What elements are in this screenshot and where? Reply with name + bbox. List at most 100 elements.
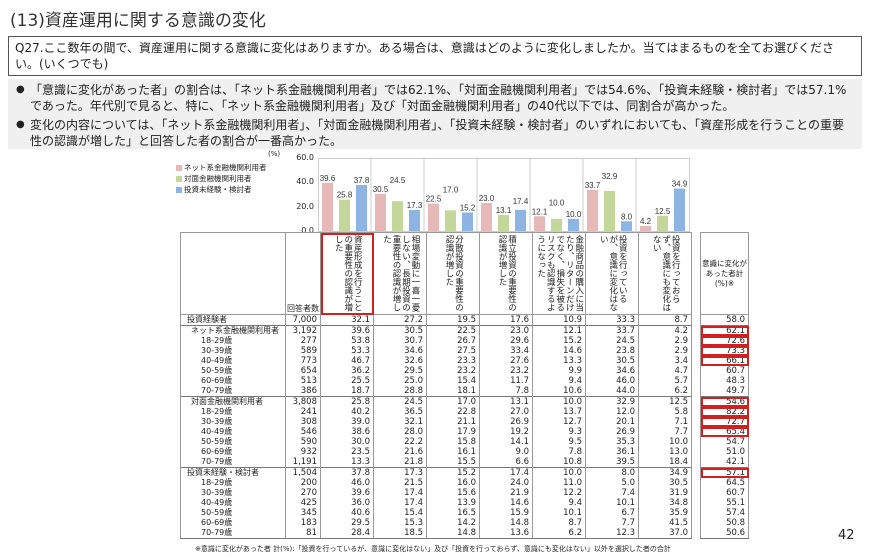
bar [515, 209, 526, 231]
legend-label: ネット系金融機関利用者 [184, 163, 267, 172]
cell-value: 29.5 [320, 518, 374, 528]
data-label: 34.9 [672, 180, 688, 189]
cell-value: 46.7 [320, 356, 374, 366]
summary-row: 62.1 [700, 325, 749, 336]
data-label: 37.8 [354, 176, 370, 185]
row-label: 40-49歳 [180, 427, 286, 437]
cell-value: 27.6 [479, 356, 533, 366]
summary-value: 66.1 [700, 356, 749, 366]
cell-value: 9.9 [532, 366, 586, 376]
cell-value: 21.8 [373, 457, 427, 468]
cell-value: 32.9 [585, 396, 639, 407]
column-header: 投資を行っておらず、意識にも変化はない [638, 232, 692, 315]
cell-value: 13.3 [532, 356, 586, 366]
bar [339, 199, 350, 231]
cell-value: 32.1 [373, 417, 427, 427]
cell-value: 16.0 [426, 478, 480, 488]
summary-value: 82.2 [700, 407, 749, 417]
cell-value: 10.9 [532, 314, 586, 326]
cell-value: 22.5 [426, 325, 480, 336]
cell-value: 22.8 [426, 407, 480, 417]
data-label: 12.5 [655, 207, 671, 216]
column-header-text: 資産形成を行うことの重要性の認識が増した [333, 235, 363, 312]
cell-value: 2.9 [638, 336, 692, 346]
cell-value: 10.8 [532, 457, 586, 468]
cell-value: 33.3 [585, 314, 639, 326]
cell-value: 13.9 [426, 498, 480, 508]
data-label: 4.2 [640, 217, 652, 226]
summary-row: 55.1 [700, 498, 749, 508]
y-tick-label: 60.0 [296, 153, 314, 162]
summary-value: 72.7 [700, 417, 749, 427]
bar [498, 215, 509, 231]
row-label: 60-69歳 [180, 376, 286, 386]
respondent-count: 3,192 [285, 325, 321, 336]
cell-value: 7.4 [585, 488, 639, 498]
cell-value: 23.0 [479, 325, 533, 336]
cell-value: 9.5 [532, 437, 586, 447]
respondent-count: 270 [285, 488, 321, 498]
cell-value: 10.6 [532, 386, 586, 397]
cell-value: 44.0 [585, 386, 639, 397]
data-label: 30.5 [373, 185, 389, 194]
summary-table: 意識に変化があった者計(%)※ 58.0 62.1 72.6 73.3 66.1 60.7 4… [700, 232, 749, 539]
row-label: 50-59歳 [180, 508, 286, 518]
summary-header-row: 意識に変化があった者計(%)※ [700, 232, 749, 315]
page-number: 42 [838, 528, 855, 543]
cell-value: 19.2 [479, 427, 533, 437]
cell-value: 28.8 [373, 386, 427, 397]
summary-value: 54.6 [700, 396, 749, 407]
bar [587, 189, 598, 231]
summary-row: 72.7 [700, 417, 749, 427]
table-row: 対面金融機関利用者 3,808 25.8 24.5 17.0 13.1 10.0 32.9 12… [180, 396, 692, 407]
cell-value: 26.7 [426, 336, 480, 346]
summary-row: 73.3 [700, 346, 749, 356]
summary-value: 42.1 [700, 457, 749, 468]
cell-value: 9.0 [479, 447, 533, 457]
cell-value: 36.2 [320, 366, 374, 376]
table-row: 投資未経験・検討者 1,504 37.8 17.3 15.2 17.4 10.0 8.0 34.… [180, 467, 692, 478]
bar [356, 185, 367, 231]
cell-value: 14.2 [426, 518, 480, 528]
summary-value: 55.1 [700, 498, 749, 508]
cell-value: 11.0 [532, 478, 586, 488]
column-header-text: 金融商品の購入に当たり、リターンだけでなく、損失を被るリスクも認識するようになっ… [535, 235, 584, 312]
bar [445, 210, 456, 231]
column-header: 積立投資の重要性の認識が増した [479, 232, 533, 315]
respondent-count: 1,191 [285, 457, 321, 468]
cell-value: 23.8 [585, 346, 639, 356]
cell-value: 11.7 [479, 376, 533, 386]
respondent-count: 3,808 [285, 396, 321, 407]
summary-row: 51.0 [700, 447, 749, 457]
cell-value: 38.6 [320, 427, 374, 437]
table-header-row: 回答者数 資産形成を行うことの重要性の認識が増した 相場変動に一喜一憂しない、長期投… [180, 232, 692, 315]
cell-value: 15.9 [479, 508, 533, 518]
cell-value: 27.0 [479, 407, 533, 417]
table-row: 40-49歳 546 38.6 28.0 17.9 19.2 9.3 26.9 7.7 [180, 427, 692, 437]
data-label: 24.5 [390, 176, 406, 185]
cell-value: 33.7 [585, 325, 639, 336]
cell-value: 41.5 [638, 518, 692, 528]
cell-value: 30.5 [638, 478, 692, 488]
summary-row: 82.2 [700, 407, 749, 417]
cell-value: 25.8 [320, 396, 374, 407]
row-label: 投資経験者 [180, 314, 286, 326]
cell-value: 7.8 [532, 447, 586, 457]
respondent-count: 654 [285, 366, 321, 376]
cell-value: 2.9 [638, 346, 692, 356]
cell-value: 17.4 [373, 498, 427, 508]
cell-value: 14.6 [532, 346, 586, 356]
data-label: 17.3 [407, 201, 423, 210]
cell-value: 46.0 [585, 376, 639, 386]
bar [621, 221, 632, 231]
summary-row: 66.1 [700, 356, 749, 366]
row-label: 70-79歳 [180, 386, 286, 397]
row-label: 投資未経験・検討者 [180, 467, 286, 478]
data-label: 17.4 [513, 197, 529, 206]
row-label: 18-29歳 [180, 336, 286, 346]
cell-value: 21.1 [426, 417, 480, 427]
respondent-count: 345 [285, 508, 321, 518]
cell-value: 40.6 [320, 508, 374, 518]
cell-value: 4.7 [638, 366, 692, 376]
cell-value: 30.5 [373, 325, 427, 336]
